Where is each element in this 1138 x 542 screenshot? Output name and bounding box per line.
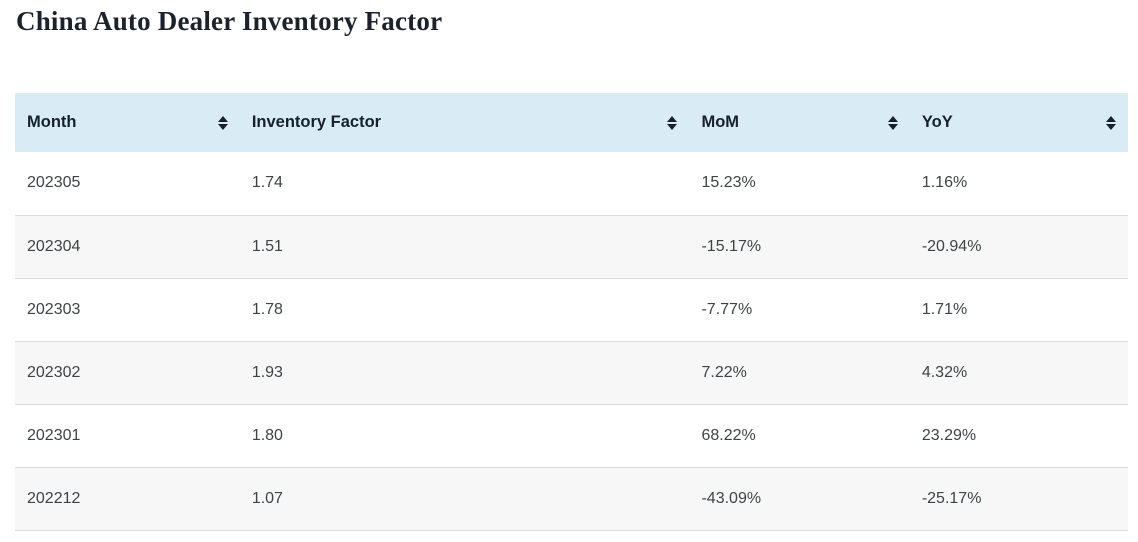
cell-month: 202305	[27, 174, 81, 192]
cell-inventory-factor: 1.78	[251, 300, 283, 318]
column-label-yoy: YoY	[921, 113, 953, 131]
page-title: China Auto Dealer Inventory Factor	[16, 6, 443, 36]
column-label-mom: MoM	[701, 113, 740, 131]
cell-month: 202304	[27, 237, 81, 255]
table-row: 202301 1.80 68.22% 23.29%	[15, 404, 1128, 467]
cell-inventory-factor: 1.07	[251, 489, 283, 507]
cell-mom: -43.09%	[701, 489, 762, 507]
cell-yoy: 4.32%	[921, 363, 968, 381]
column-header-yoy[interactable]: YoY	[909, 93, 1128, 152]
sort-up-down-icon[interactable]	[1106, 115, 1116, 130]
inventory-factor-table: Month Inventory Factor MoM	[15, 93, 1128, 531]
sort-up-down-icon[interactable]	[667, 115, 678, 130]
cell-yoy: 1.71%	[921, 300, 968, 318]
table-row: 202212 1.07 -43.09% -25.17%	[15, 467, 1128, 530]
cell-inventory-factor: 1.93	[251, 363, 283, 381]
table-row: 202303 1.78 -7.77% 1.71%	[15, 278, 1128, 341]
table-header: Month Inventory Factor MoM	[15, 93, 1128, 152]
cell-yoy: -20.94%	[921, 237, 982, 255]
cell-inventory-factor: 1.80	[251, 426, 283, 444]
cell-month: 202303	[27, 300, 81, 318]
cell-inventory-factor: 1.74	[251, 174, 283, 192]
header-row: Month Inventory Factor MoM	[15, 93, 1128, 152]
sort-up-down-icon[interactable]	[887, 115, 898, 130]
cell-mom: 15.23%	[701, 174, 756, 192]
cell-mom: -7.77%	[701, 300, 753, 318]
cell-mom: 68.22%	[701, 426, 756, 444]
cell-yoy: -25.17%	[921, 489, 982, 507]
sort-up-down-icon[interactable]	[217, 115, 228, 130]
cell-mom: -15.17%	[701, 237, 762, 255]
table-body: 202305 1.74 15.23% 1.16% 202304 1.51 -15…	[15, 152, 1128, 530]
column-header-month[interactable]: Month	[15, 93, 240, 152]
column-header-mom[interactable]: MoM	[689, 93, 910, 152]
cell-inventory-factor: 1.51	[251, 237, 283, 255]
cell-yoy: 1.16%	[921, 174, 968, 192]
column-header-inventory-factor[interactable]: Inventory Factor	[239, 93, 690, 152]
column-label-inventory-factor: Inventory Factor	[251, 113, 382, 131]
column-label-month: Month	[27, 113, 77, 131]
table-row: 202304 1.51 -15.17% -20.94%	[15, 215, 1128, 278]
cell-mom: 7.22%	[701, 363, 747, 381]
cell-month: 202212	[27, 489, 81, 507]
table-row: 202302 1.93 7.22% 4.32%	[15, 341, 1128, 404]
cell-month: 202301	[27, 426, 81, 444]
cell-month: 202302	[27, 363, 81, 381]
cell-yoy: 23.29%	[921, 426, 977, 444]
data-table: Month Inventory Factor MoM	[15, 93, 1128, 531]
table-row: 202305 1.74 15.23% 1.16%	[15, 152, 1128, 215]
